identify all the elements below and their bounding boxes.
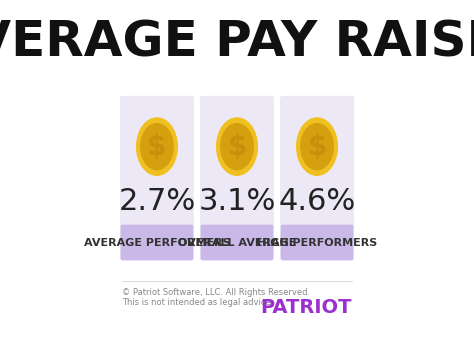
Circle shape [221,124,253,170]
Circle shape [217,118,257,175]
FancyBboxPatch shape [281,225,354,260]
Text: $: $ [308,133,327,160]
Text: $: $ [147,133,166,160]
Text: HIGH PERFORMERS: HIGH PERFORMERS [257,238,377,248]
Circle shape [301,124,333,170]
Text: OVERALL AVERAGE: OVERALL AVERAGE [178,238,296,248]
Text: $: $ [228,133,246,160]
FancyBboxPatch shape [280,96,354,227]
Circle shape [137,118,177,175]
Text: 4.6%: 4.6% [278,187,356,216]
Text: PATRIOT: PATRIOT [260,298,352,317]
FancyBboxPatch shape [201,225,273,260]
Text: AVERAGE PERFORMERS: AVERAGE PERFORMERS [83,238,230,248]
FancyBboxPatch shape [120,96,194,227]
Circle shape [141,124,173,170]
FancyBboxPatch shape [200,96,274,227]
Text: © Patriot Software, LLC. All Rights Reserved.
This is not intended as legal advi: © Patriot Software, LLC. All Rights Rese… [122,288,310,307]
Text: 2.7%: 2.7% [118,187,196,216]
Circle shape [297,118,337,175]
Text: 3.1%: 3.1% [198,187,276,216]
Text: AVERAGE PAY RAISES: AVERAGE PAY RAISES [0,18,474,66]
FancyBboxPatch shape [120,225,193,260]
